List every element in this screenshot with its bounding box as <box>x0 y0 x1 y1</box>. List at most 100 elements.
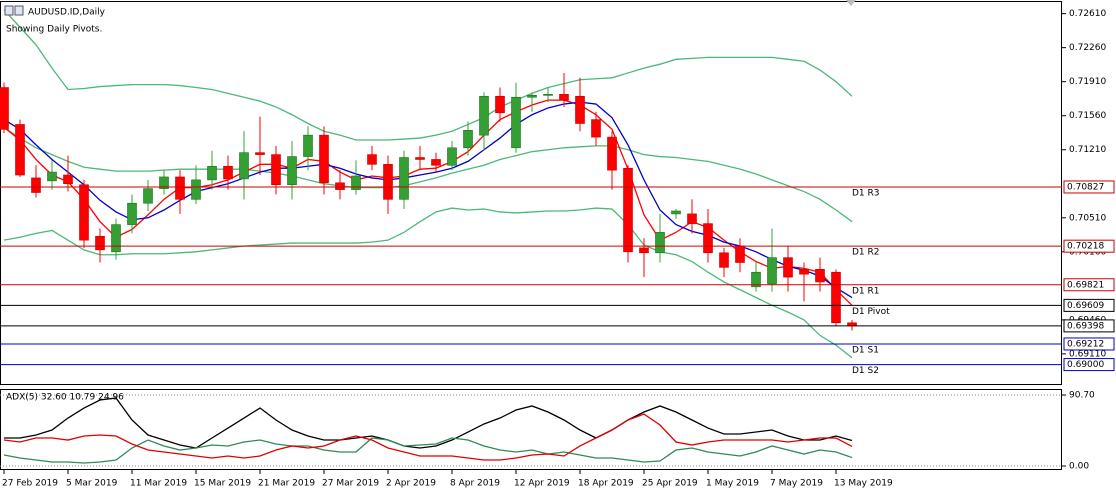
icon <box>14 5 24 16</box>
candle-body <box>351 175 361 190</box>
chart-title: AUDUSD.ID,Daily <box>28 8 106 18</box>
candle-body <box>271 154 281 186</box>
candle-body <box>303 134 313 157</box>
x-tick-label: 2 Apr 2019 <box>386 479 436 489</box>
candle-body <box>207 165 217 181</box>
candle-body <box>319 134 329 184</box>
main-plot <box>0 9 1062 366</box>
candle-body <box>447 147 457 166</box>
x-tick-label: 12 Apr 2019 <box>514 479 570 489</box>
candle-body <box>143 188 153 204</box>
x-tick-label: 1 May 2019 <box>706 479 759 489</box>
indicator-line <box>3 413 853 461</box>
pivot-value-box <box>1063 278 1115 292</box>
indicator-line <box>3 207 853 359</box>
candle-body <box>79 184 89 241</box>
pivot-value-label: 0.70218 <box>1067 242 1104 252</box>
pivot-value-label: 0.69000 <box>1067 360 1104 370</box>
candle-body <box>799 269 809 275</box>
candle-body <box>783 257 793 278</box>
adx-title: ADX(5) 32.60 10.79 24.96 <box>6 393 124 403</box>
pivot-label: D1 S2 <box>852 366 879 376</box>
candle-body <box>383 164 393 200</box>
pivot-label: D1 R3 <box>852 188 880 198</box>
x-tick-label: 21 Mar 2019 <box>258 479 315 489</box>
candle-body <box>623 167 633 253</box>
candle-body <box>159 176 169 189</box>
candle-body <box>671 210 681 215</box>
candle-body <box>511 96 521 149</box>
x-tick-label: 25 Apr 2019 <box>642 479 698 489</box>
candle-body <box>0 87 9 130</box>
candle-body <box>687 213 697 224</box>
pivot-label: D1 R1 <box>852 286 880 296</box>
candle-body <box>47 171 57 182</box>
pivot-value-label: 0.69821 <box>1067 280 1104 290</box>
shift-marker <box>846 0 856 6</box>
candle-body <box>495 95 505 114</box>
price-value-label: 0.69398 <box>1067 321 1104 331</box>
candle-body <box>591 119 601 138</box>
candle-body <box>527 94 537 98</box>
candle-body <box>95 235 105 251</box>
pivot-value-box <box>1063 239 1115 253</box>
x-tick-label: 18 Apr 2019 <box>578 479 634 489</box>
pivot-value-label: 0.69609 <box>1067 301 1104 311</box>
candle-body <box>223 165 233 180</box>
indicator-line <box>3 437 853 464</box>
candle-body <box>287 156 297 186</box>
candle-body <box>31 177 41 193</box>
candle-body <box>703 223 713 254</box>
pivot-value-label: 0.70827 <box>1067 182 1104 192</box>
pivot-value-box <box>1063 298 1115 312</box>
candle-body <box>175 176 185 200</box>
chart-subtitle: Showing Daily Pivots. <box>6 25 102 35</box>
y-tick-label: 0.71560 <box>1069 111 1106 121</box>
candle-body <box>15 124 25 176</box>
candle-body <box>367 154 377 165</box>
candle-body <box>431 159 441 166</box>
pivot-label: D1 S1 <box>852 345 879 355</box>
x-tick-label: 8 Apr 2019 <box>450 479 500 489</box>
y-tick-label: 0.70510 <box>1069 213 1106 223</box>
axes: 0.72610 0.72260 0.71910 0.71560 0.71210 0.705… <box>1062 9 1115 472</box>
y-tick-label: 0.71210 <box>1069 145 1106 155</box>
candle-body <box>463 129 473 149</box>
candle-body <box>767 257 777 285</box>
x-tick-label: 27 Mar 2019 <box>322 479 379 489</box>
candle-body <box>239 152 249 180</box>
x-tick-label: 15 Mar 2019 <box>194 479 251 489</box>
candle-body <box>111 224 121 253</box>
window-icon <box>4 5 24 16</box>
candle-body <box>479 95 489 136</box>
y-tick-label: 0.71910 <box>1069 77 1106 87</box>
adx-plot <box>0 394 1062 467</box>
pivot-value-box <box>1063 180 1115 194</box>
icon <box>4 5 14 16</box>
candle-body <box>415 157 425 160</box>
candle-body <box>639 247 649 254</box>
candle-body <box>607 136 617 171</box>
candle-body <box>543 94 553 96</box>
main-panel-frame <box>0 1 1062 385</box>
candle-body <box>191 179 201 200</box>
y-tick-label: 0.72260 <box>1069 43 1106 53</box>
pivot-value-box <box>1063 358 1115 372</box>
candle-body <box>575 95 585 124</box>
candle-body <box>735 245 745 263</box>
candle-body <box>559 94 569 101</box>
candle-body <box>847 322 857 326</box>
pivot-value-label: 0.69212 <box>1067 339 1104 349</box>
price-value-box <box>1063 319 1115 333</box>
candle-body <box>719 252 729 268</box>
candle-body <box>255 152 265 155</box>
indicator-line <box>4 397 853 449</box>
candle-body <box>751 271 761 288</box>
candle-body <box>335 182 345 190</box>
pivot-label: D1 R2 <box>852 248 880 258</box>
y-tick-label: 90.70 <box>1069 391 1095 401</box>
x-tick-label: 11 Mar 2019 <box>130 479 187 489</box>
x-tick-label: 13 May 2019 <box>834 479 893 489</box>
